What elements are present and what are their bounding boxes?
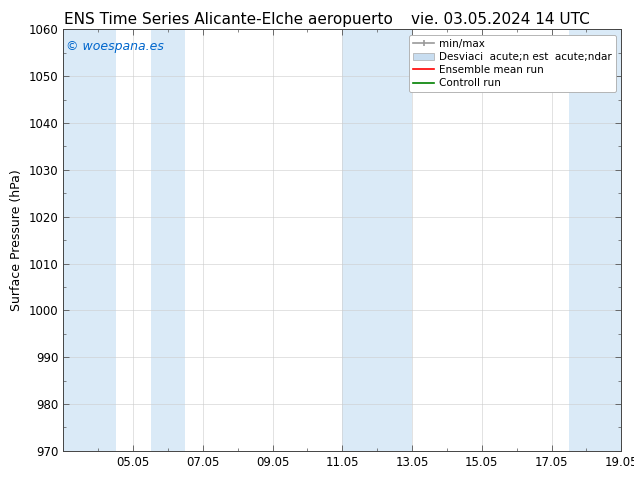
Bar (342, 29, 412, 451)
Bar (150, 29, 185, 451)
Legend: min/max, Desviaci  acute;n est  acute;ndar, Ensemble mean run, Controll run: min/max, Desviaci acute;n est acute;ndar… (409, 35, 616, 92)
Text: vie. 03.05.2024 14 UTC: vie. 03.05.2024 14 UTC (411, 12, 590, 27)
Bar (569, 29, 621, 451)
Y-axis label: Surface Pressure (hPa): Surface Pressure (hPa) (10, 169, 23, 311)
Text: © woespana.es: © woespana.es (66, 40, 164, 53)
Text: ENS Time Series Alicante-Elche aeropuerto: ENS Time Series Alicante-Elche aeropuert… (64, 12, 392, 27)
Bar (63, 29, 115, 451)
